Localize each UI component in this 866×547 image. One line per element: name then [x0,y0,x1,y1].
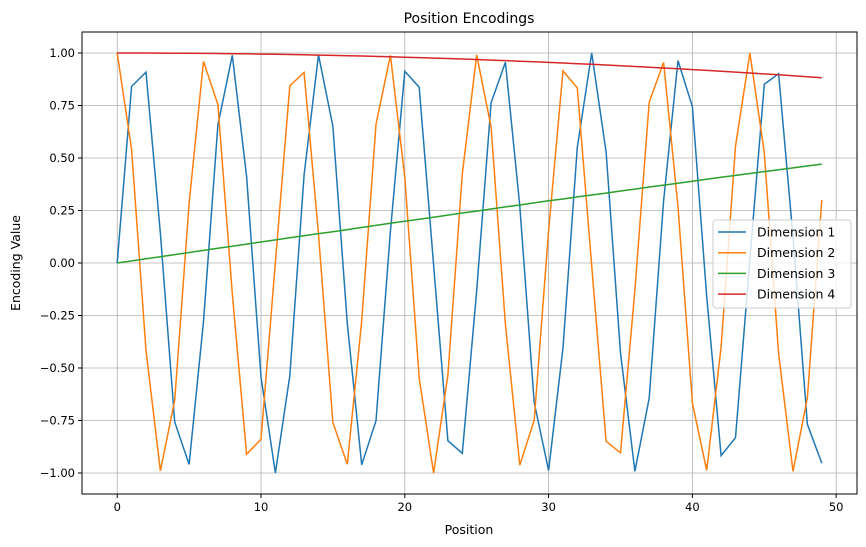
x-tick-label: 20 [397,500,412,514]
y-tick-label: −0.25 [40,309,75,323]
legend-label: Dimension 4 [757,287,835,302]
legend-label: Dimension 1 [757,225,835,240]
legend: Dimension 1 Dimension 2 Dimension 3 Dimensi… [712,219,852,309]
series-line-2 [116,52,823,474]
series-lines [116,52,823,474]
y-tick-label: 1.00 [49,46,75,60]
y-tick-label: −0.75 [40,414,75,428]
y-axis-label: Encoding Value [8,215,23,311]
legend-box [712,219,852,309]
y-tick-label: 0.50 [49,151,75,165]
series-line-4 [117,52,822,79]
x-tick-label: 0 [114,500,121,514]
y-tick-label: 0.25 [49,204,75,218]
chart-title: Position Encodings [404,11,535,27]
y-tick-label: 0.75 [49,99,75,113]
legend-label: Dimension 2 [757,245,835,260]
x-tick-label: 50 [829,500,844,514]
ticks: 0 10 20 30 40 50 1.00 0.75 0.50 0.25 0.00 −0.25 −0.5… [40,46,844,514]
series-line-1 [116,52,823,474]
x-tick-label: 30 [541,500,556,514]
y-tick-label: −0.50 [40,361,75,375]
series-line-3 [117,163,822,264]
y-tick-label: 0.00 [49,256,75,270]
x-axis-label: Position [445,522,494,537]
legend-label: Dimension 3 [757,266,835,281]
x-tick-label: 10 [254,500,269,514]
y-tick-label: −1.00 [40,466,75,480]
x-tick-label: 40 [685,500,700,514]
